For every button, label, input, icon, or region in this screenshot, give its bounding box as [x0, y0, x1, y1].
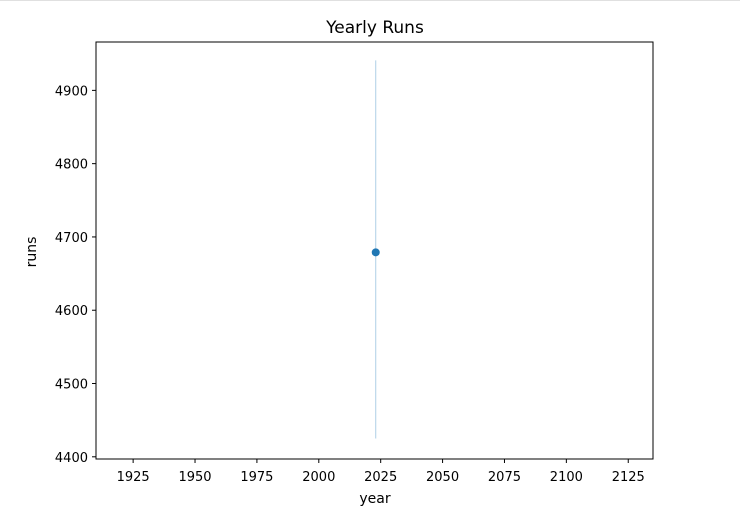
plot-area: 1925 1950 1975 2000 2025 2050 2075 2100 2125 4400… [55, 41, 654, 485]
axes-frame [95, 41, 654, 460]
x-tick-label-1950: 1950 [178, 470, 211, 485]
x-tick-label-2125: 2125 [612, 470, 645, 485]
y-tick-label-4500: 4500 [55, 378, 88, 393]
x-tick-label-1975: 1975 [240, 470, 273, 485]
x-tick-label-2050: 2050 [426, 470, 459, 485]
x-tick-label-2075: 2075 [488, 470, 521, 485]
x-tick-label-2100: 2100 [550, 470, 583, 485]
y-axis-label: runs [24, 237, 40, 268]
chart-title: Yearly Runs [325, 18, 424, 38]
y-tick-label-4800: 4800 [55, 158, 88, 173]
y-tick-label-4900: 4900 [55, 84, 88, 99]
y-tick-label-4600: 4600 [55, 304, 88, 319]
top-separator [0, 0, 740, 1]
x-axis-label: year [359, 491, 390, 507]
x-tick-label-2000: 2000 [302, 470, 335, 485]
y-tick-label-4700: 4700 [55, 231, 88, 246]
x-tick-label-2025: 2025 [364, 470, 397, 485]
y-tick-label-4400: 4400 [55, 451, 88, 466]
x-tick-label-1925: 1925 [117, 470, 150, 485]
data-point-0 [371, 248, 380, 257]
